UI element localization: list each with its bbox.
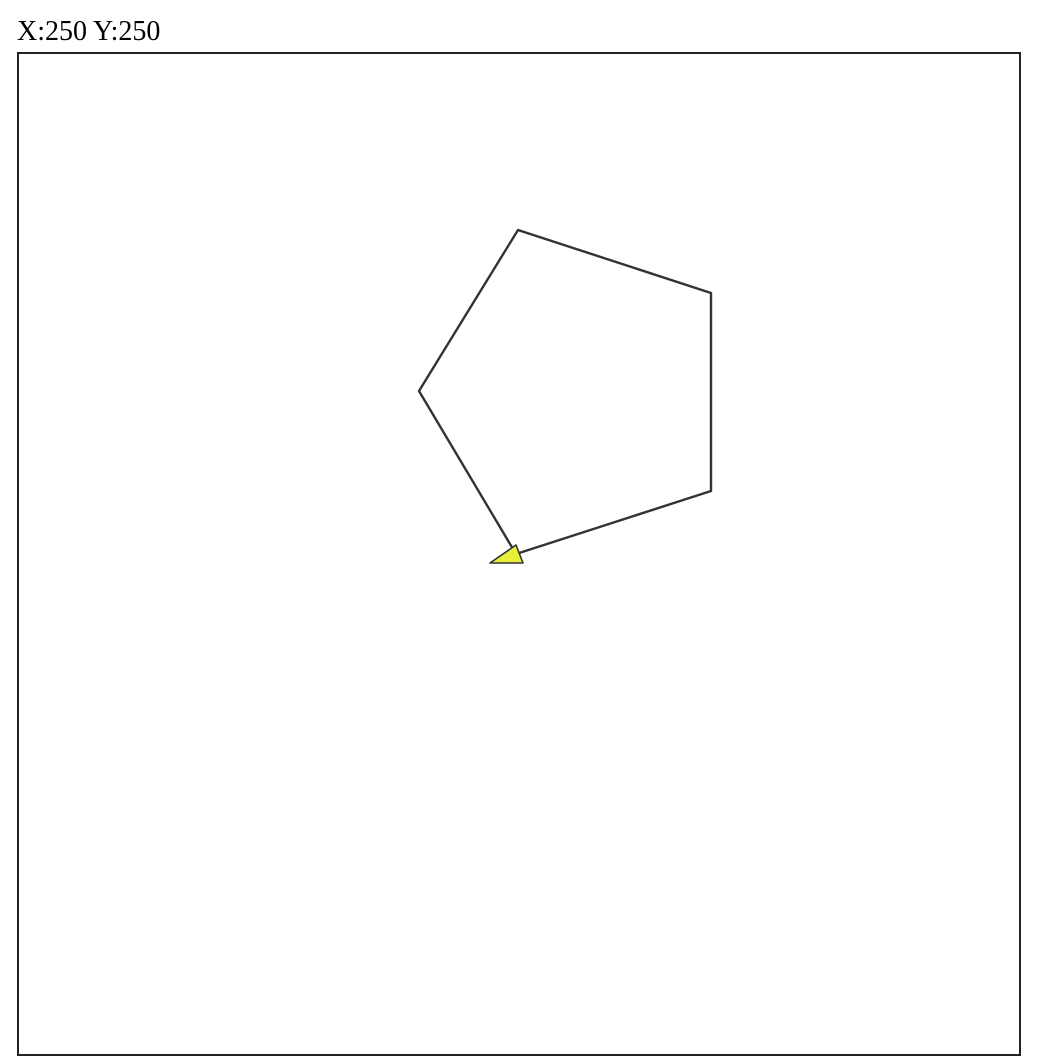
x-label: X: [17, 16, 45, 47]
pentagon-path [417, 228, 713, 556]
y-value: 250 [118, 16, 161, 47]
coordinate-readout: X:250 Y:250 [17, 14, 160, 50]
turtle-cursor-icon[interactable] [489, 544, 524, 564]
drawing-surface [417, 228, 713, 564]
drawing-canvas[interactable] [17, 52, 1021, 1056]
y-label: Y: [92, 16, 119, 47]
x-value: 250 [45, 16, 87, 47]
